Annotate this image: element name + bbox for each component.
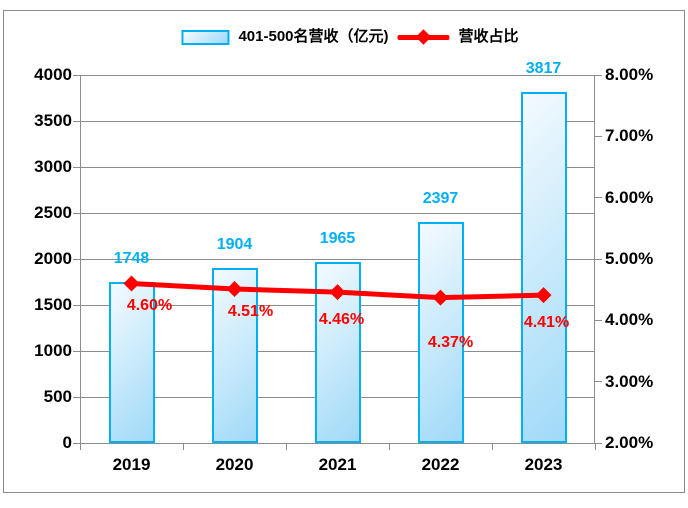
x-axis-tick <box>492 443 493 450</box>
bar-value-label: 2397 <box>422 190 459 208</box>
left-axis-tick-label: 0 <box>62 433 72 452</box>
left-axis-tick <box>73 350 80 352</box>
left-axis-tick-label: 2500 <box>34 203 72 222</box>
line-value-label: 4.37% <box>427 333 474 351</box>
right-axis-line <box>594 75 595 443</box>
gridline <box>80 212 595 214</box>
legend-line-label: 营收占比 <box>458 28 519 45</box>
x-axis-tick <box>595 443 596 450</box>
right-axis-tick <box>595 197 602 199</box>
gridline <box>80 120 595 122</box>
left-axis-tick <box>73 74 80 76</box>
x-axis-category-label: 2020 <box>215 455 254 474</box>
bar-value-label: 1748 <box>113 250 150 268</box>
left-axis-tick-label: 2000 <box>34 249 72 268</box>
right-axis-tick <box>595 319 602 321</box>
bar-2022 <box>417 222 464 443</box>
legend-bar-swatch-icon <box>181 29 230 45</box>
right-axis-tick <box>595 74 602 76</box>
left-axis-tick <box>73 212 80 214</box>
left-axis-tick <box>73 166 80 168</box>
line-series-svg <box>123 275 552 306</box>
bar-value-label: 1965 <box>319 230 356 248</box>
left-axis-tick-label: 3500 <box>34 111 72 130</box>
right-axis-tick-label: 7.00% <box>605 126 654 146</box>
line-marker-diamond-icon <box>123 275 140 292</box>
left-axis-tick <box>73 442 80 444</box>
left-axis-line <box>80 75 81 443</box>
left-axis-tick-label: 4000 <box>34 65 72 84</box>
diamond-icon <box>415 29 432 45</box>
line-marker-diamond-icon <box>535 287 552 304</box>
line-value-label: 4.41% <box>523 314 570 332</box>
left-axis-tick-label: 1000 <box>34 341 72 360</box>
x-axis-tick <box>389 443 390 450</box>
line-value-label: 4.46% <box>318 311 365 329</box>
left-axis-tick-label: 1500 <box>34 295 72 314</box>
right-axis-tick-label: 8.00% <box>605 65 654 84</box>
x-axis-tick <box>80 443 81 450</box>
x-axis-category-label: 2022 <box>421 455 460 474</box>
left-axis-tick <box>73 396 80 398</box>
gridline <box>80 258 595 260</box>
line-marker-diamond-icon <box>226 281 243 298</box>
left-axis-tick <box>73 304 80 306</box>
legend-bar-label: 401-500名营收（亿元) <box>238 28 389 45</box>
line-marker-diamond-icon <box>432 289 449 306</box>
right-axis-tick-label: 6.00% <box>605 187 654 207</box>
x-axis-category-label: 2019 <box>112 455 151 474</box>
legend-line-marker-icon <box>397 29 450 45</box>
plot-area: 1748 1904 1965 2397 3817 4.60% 4.51% 4.46% 4.37%… <box>80 60 595 444</box>
x-axis-tick <box>286 443 287 450</box>
chart-border-frame <box>3 10 685 493</box>
right-axis-tick <box>595 258 602 260</box>
bar-2020 <box>211 267 258 443</box>
gridline <box>80 166 595 168</box>
right-axis-tick <box>595 135 602 137</box>
right-axis-tick-label: 2.00% <box>605 433 654 452</box>
line-value-label: 4.51% <box>227 303 274 321</box>
left-axis-tick-label: 3000 <box>34 157 72 176</box>
right-axis-tick <box>595 442 602 444</box>
right-axis-tick-label: 3.00% <box>605 371 654 391</box>
bar-value-label: 1904 <box>216 235 253 253</box>
x-axis-line <box>80 442 595 444</box>
line-value-label: 4.60% <box>126 296 173 314</box>
right-axis-tick <box>595 381 602 383</box>
gridline <box>80 74 595 76</box>
right-axis-tick-label: 4.00% <box>605 310 654 330</box>
left-axis-tick <box>73 120 80 122</box>
bar-value-label: 3817 <box>525 59 562 77</box>
right-axis-tick-label: 5.00% <box>605 249 654 268</box>
x-axis-tick <box>183 443 184 450</box>
bar-2023 <box>520 91 567 443</box>
x-axis-category-label: 2021 <box>318 455 357 474</box>
bar-2019 <box>108 282 155 443</box>
x-axis-category-label: 2023 <box>524 455 563 474</box>
left-axis-tick-label: 500 <box>43 387 72 406</box>
line-marker-diamond-icon <box>329 284 346 301</box>
left-axis-tick <box>73 258 80 260</box>
legend: 401-500名营收（亿元) 营收占比 <box>181 28 519 46</box>
